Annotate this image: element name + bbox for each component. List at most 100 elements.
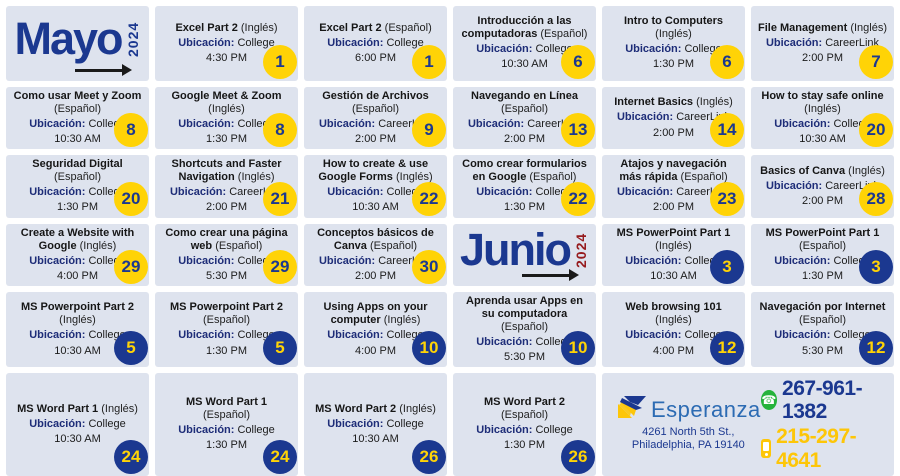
location-label: Ubicación: (29, 417, 86, 430)
event-title: How to create & use Google Forms (318, 158, 429, 184)
event-date-badge: 3 (710, 249, 744, 284)
event-language: (Español) (53, 171, 102, 184)
event-time: 2:00 PM (206, 201, 247, 214)
event-language: (Español) (500, 409, 549, 422)
event-title: MS Word Part 1 (185, 396, 268, 409)
event-date-badge: 7 (859, 45, 893, 79)
event-time: 1:30 PM (504, 439, 545, 452)
event-language: (Español) (202, 314, 251, 327)
location-label: Ubicación: (327, 329, 384, 342)
event-card: Como crear formularios en Google (Españo… (453, 155, 596, 218)
event-date-badge: 5 (263, 331, 297, 366)
event-date-badge: 29 (263, 249, 297, 284)
event-card-text: How to stay safe online (Inglés) Ubicaci… (757, 90, 888, 146)
event-language: (Inglés) (59, 314, 96, 327)
event-date-badge: 12 (859, 331, 893, 366)
event-time: 5:30 PM (504, 351, 545, 364)
event-date-badge: 1 (412, 45, 446, 79)
address-line: 4261 North 5th St., (642, 425, 735, 438)
event-card: Create a Website with Google (Inglés) Ub… (6, 223, 149, 286)
event-card: Excel Part 2 (Español) Ubicación: Colleg… (304, 6, 447, 81)
event-time: 10:30 AM (54, 133, 101, 146)
event-language: (Español) (540, 28, 588, 41)
location-label: Ubicación: (318, 117, 376, 130)
event-card-text: Google Meet & Zoom (Inglés) Ubicación: C… (161, 90, 292, 146)
event-title: Shortcuts and Faster Navigation (171, 158, 282, 184)
event-date-badge: 14 (710, 113, 744, 148)
location-label: Ubicación: (476, 43, 533, 56)
event-language: (Español) (351, 102, 400, 115)
event-location: CareerLink (825, 36, 880, 49)
event-date-badge: 28 (859, 181, 893, 216)
event-title: Atajos y navegación más rápida (619, 158, 727, 184)
event-card: MS PowerPoint Part 1 (Inglés) Ubicación:… (602, 223, 745, 286)
event-title: Como crear formularios en Google (462, 158, 587, 184)
arrow-right-icon (75, 64, 132, 76)
event-date-badge: 3 (859, 249, 893, 284)
event-language: (Español) (798, 239, 847, 252)
event-card: Atajos y navegación más rápida (Español)… (602, 155, 745, 218)
org-block: Esperanza 4261 North 5th St., Philadelph… (616, 395, 761, 454)
event-time: 5:30 PM (206, 269, 247, 282)
event-time: 10:30 AM (54, 432, 101, 445)
event-card: MS PowerPoint Part 1 (Español) Ubicación… (751, 223, 894, 286)
event-card: MS Powerpoint Part 2 (Inglés) Ubicación:… (6, 291, 149, 368)
event-date-badge: 26 (412, 439, 446, 474)
month-year-junio: 2024 (573, 232, 589, 268)
location-label: Ubicación: (476, 335, 533, 348)
event-date-badge: 10 (561, 331, 595, 366)
location-label: Ubicación: (178, 36, 235, 49)
event-time: 2:00 PM (802, 51, 843, 64)
event-card: Navegación por Internet (Español) Ubicac… (751, 291, 894, 368)
event-date-badge: 6 (710, 45, 744, 79)
event-card: Shortcuts and Faster Navigation (Inglés)… (155, 155, 298, 218)
event-time: 1:30 PM (206, 344, 247, 357)
event-location: College (237, 36, 275, 49)
month-name-junio: Junio (460, 224, 572, 276)
event-location: College (386, 36, 424, 49)
location-label: Ubicación: (774, 254, 831, 267)
event-card-text: Navegación por Internet (Español) Ubicac… (757, 301, 888, 357)
event-date-badge: 20 (859, 113, 893, 148)
mobile-phone-icon (760, 439, 772, 458)
event-language: (Inglés) (383, 314, 421, 327)
event-time: 2:00 PM (355, 269, 396, 282)
event-language: (Español) (202, 409, 251, 422)
event-time: 1:30 PM (802, 269, 843, 282)
location-label: Ubicación: (476, 186, 533, 199)
event-title: Seguridad Digital (32, 158, 123, 171)
location-label: Ubicación: (476, 424, 533, 437)
event-location: College (237, 424, 275, 437)
event-card-text: File Management (Inglés) Ubicación: Care… (757, 22, 888, 65)
event-card: MS Word Part 2 (Inglés) Ubicación: Colle… (304, 373, 447, 476)
location-label: Ubicación: (616, 186, 674, 199)
event-title: Intro to Computers (624, 15, 723, 28)
phone-block: ☎ 267-961-1382 215-297-4641 (760, 377, 884, 472)
event-card-text: MS Powerpoint Part 2 (Español) Ubicación… (161, 301, 292, 357)
event-date-badge: 30 (412, 249, 446, 284)
event-title: Navegando en Línea (471, 90, 578, 102)
event-title: Gestión de Archivos (322, 90, 429, 102)
event-location: College (88, 417, 126, 430)
location-label: Ubicación: (616, 111, 674, 124)
event-date-badge: 1 (263, 45, 297, 79)
location-label: Ubicación: (29, 186, 86, 199)
event-card-text: Basics of Canva (Inglés) Ubicación: Care… (757, 165, 888, 208)
event-title: Using Apps on your computer (323, 301, 428, 327)
event-title: Web browsing 101 (625, 301, 722, 314)
org-address: 4261 North 5th St., Philadelphia, PA 191… (632, 426, 745, 454)
event-card: Aprenda usar Apps en su computadora (Esp… (453, 291, 596, 368)
event-time: 5:30 PM (802, 344, 843, 357)
event-date-badge: 29 (114, 249, 148, 284)
event-time: 4:30 PM (206, 51, 247, 64)
event-date-badge: 21 (263, 181, 297, 216)
event-card: Internet Basics (Inglés) Ubicación: Care… (602, 87, 745, 150)
location-label: Ubicación: (178, 424, 235, 437)
event-time: 10:30 AM (501, 58, 548, 71)
event-time: 10:30 AM (352, 201, 399, 214)
event-title: MS Powerpoint Part 2 (20, 301, 135, 314)
event-date-badge: 26 (561, 439, 595, 474)
event-card: Excel Part 2 (Inglés) Ubicación: College… (155, 6, 298, 81)
event-title: Aprenda usar Apps en su computadora (466, 294, 583, 320)
